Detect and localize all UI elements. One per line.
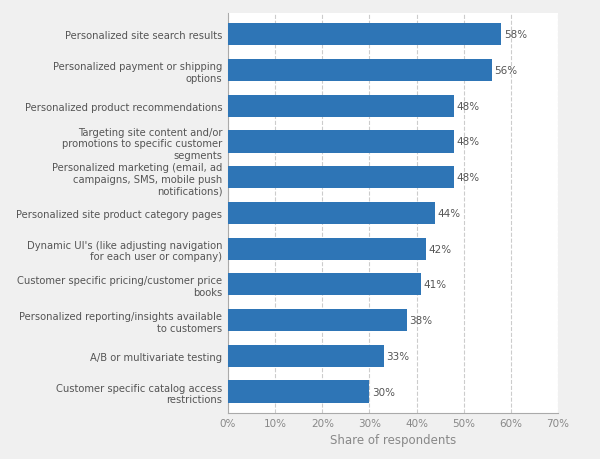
Bar: [228, 24, 502, 46]
Bar: [228, 95, 454, 118]
Text: 30%: 30%: [372, 387, 395, 397]
Bar: [228, 309, 407, 331]
Text: 48%: 48%: [457, 101, 480, 112]
Text: 38%: 38%: [409, 315, 433, 325]
Text: 48%: 48%: [457, 173, 480, 183]
X-axis label: Share of respondents: Share of respondents: [330, 433, 456, 447]
Text: 58%: 58%: [504, 30, 527, 40]
Text: 41%: 41%: [424, 280, 447, 290]
Bar: [228, 381, 370, 403]
Bar: [228, 345, 383, 367]
Text: 33%: 33%: [386, 351, 409, 361]
Text: 44%: 44%: [438, 208, 461, 218]
Bar: [228, 274, 421, 296]
Bar: [228, 238, 426, 260]
Bar: [228, 60, 492, 82]
Text: 42%: 42%: [428, 244, 451, 254]
Text: 48%: 48%: [457, 137, 480, 147]
Bar: [228, 167, 454, 189]
Text: 56%: 56%: [494, 66, 517, 76]
Bar: [228, 202, 436, 224]
Bar: [228, 131, 454, 153]
